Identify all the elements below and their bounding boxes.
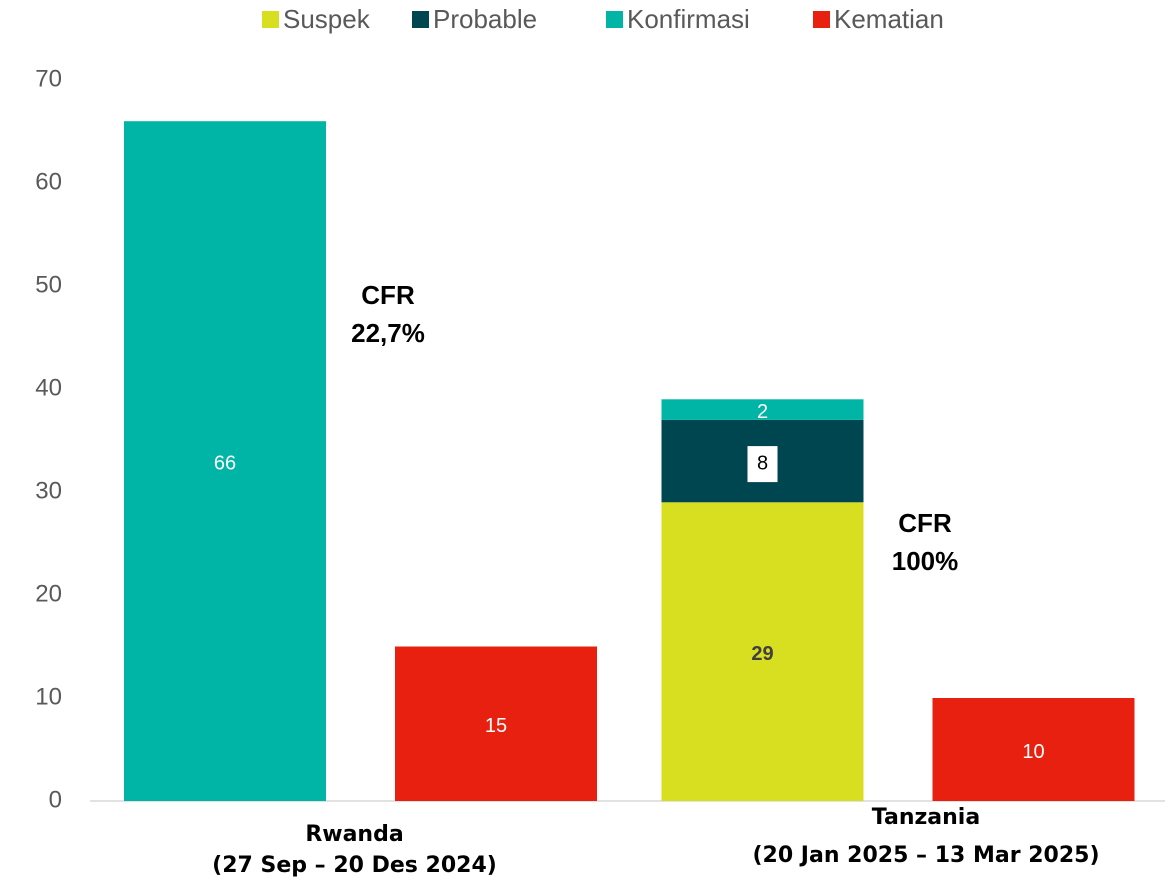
y-tick-label: 30 xyxy=(35,477,62,504)
y-tick-label: 10 xyxy=(35,683,62,710)
legend-label: Suspek xyxy=(283,4,371,34)
data-label: 2 xyxy=(757,401,768,423)
legend-label: Probable xyxy=(433,4,537,34)
bar xyxy=(395,646,597,801)
legend-label: Kematian xyxy=(834,4,944,34)
legend-swatch xyxy=(606,11,623,28)
legend-swatch xyxy=(262,11,279,28)
legend-swatch xyxy=(412,11,429,28)
x-tick-label: Rwanda xyxy=(305,822,403,847)
data-label: 29 xyxy=(751,643,773,665)
x-tick-label: (27 Sep – 20 Des 2024) xyxy=(212,853,497,878)
y-tick-label: 70 xyxy=(35,65,62,92)
y-tick-label: 50 xyxy=(35,271,62,298)
data-label: 8 xyxy=(757,452,768,474)
bar xyxy=(932,698,1135,801)
y-tick-label: 20 xyxy=(35,580,62,607)
data-label: 66 xyxy=(214,452,236,474)
legend-label: Konfirmasi xyxy=(627,4,750,34)
bar xyxy=(124,121,326,801)
annotation: 22,7% xyxy=(351,318,425,348)
bar xyxy=(661,399,864,420)
data-label: 10 xyxy=(1022,741,1044,763)
y-tick-label: 40 xyxy=(35,374,62,401)
annotation: 100% xyxy=(892,546,959,576)
y-tick-label: 60 xyxy=(35,168,62,195)
bar xyxy=(661,502,864,801)
annotation: CFR xyxy=(361,280,415,310)
data-label: 15 xyxy=(485,715,507,737)
annotation: CFR xyxy=(898,508,952,538)
legend-swatch xyxy=(813,11,830,28)
x-tick-label: Tanzania xyxy=(872,805,980,830)
y-tick-label: 0 xyxy=(49,786,62,813)
x-tick-label: (20 Jan 2025 – 13 Mar 2025) xyxy=(752,843,1099,868)
label-box xyxy=(747,446,778,483)
